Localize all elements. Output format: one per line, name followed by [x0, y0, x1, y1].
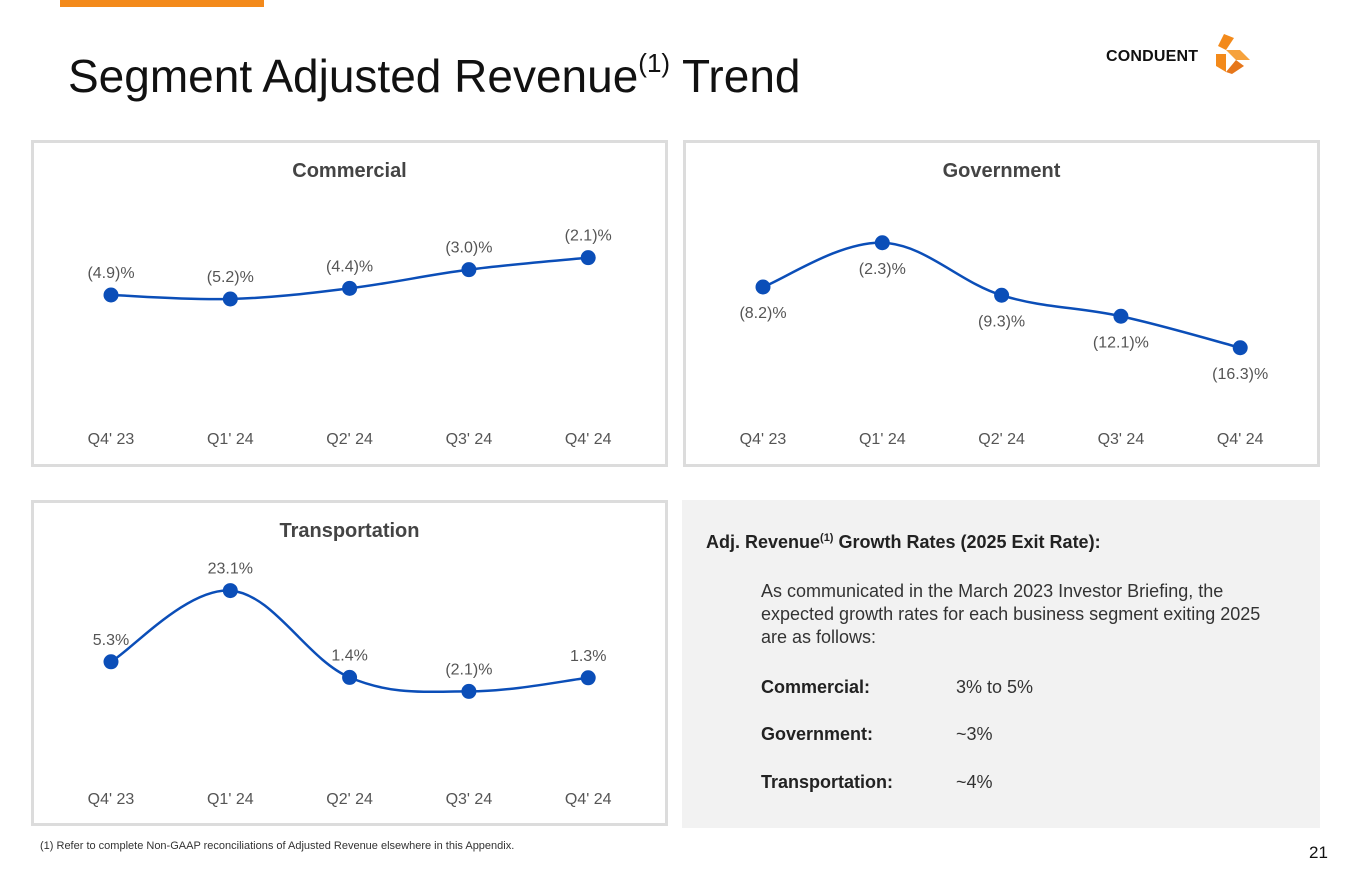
title-tail: Trend	[670, 50, 801, 102]
rate-label: Commercial:	[761, 677, 871, 697]
data-label: (3.0)%	[445, 240, 492, 257]
x-tick-label: Q2' 24	[978, 431, 1025, 448]
data-label: (9.3)%	[978, 313, 1025, 330]
government-chart-panel: Government (8.2)% Q4' 23 (2.3)% Q1' 24 (9.3)%…	[683, 140, 1320, 467]
title-main: Segment Adjusted Revenue	[68, 50, 639, 102]
page-title: Segment Adjusted Revenue(1) Trend	[68, 48, 801, 103]
logo-wordmark: CONDUENT	[1106, 48, 1199, 65]
data-point	[874, 235, 890, 251]
data-label: (2.1)%	[445, 661, 492, 678]
x-tick-label: Q2' 24	[326, 791, 373, 808]
x-tick-label: Q1' 24	[207, 791, 254, 808]
footnote: (1) Refer to complete Non-GAAP reconcili…	[40, 840, 515, 852]
chart-title: Transportation	[279, 520, 419, 542]
x-tick-label: Q4' 24	[565, 431, 612, 448]
title-footnote-marker: (1)	[638, 48, 671, 78]
data-point	[342, 280, 358, 296]
growth-rates-box: Adj. Revenue(1) Growth Rates (2025 Exit …	[682, 500, 1320, 828]
data-label: (2.1)%	[565, 228, 612, 245]
accent-bar	[60, 0, 264, 7]
chart-title: Government	[943, 160, 1061, 182]
x-tick-label: Q1' 24	[859, 431, 906, 448]
data-label: (8.2)%	[739, 305, 786, 322]
data-label: (4.9)%	[87, 265, 134, 282]
growth-heading-post: Growth Rates (2025 Exit Rate):	[833, 532, 1101, 552]
x-tick-label: Q3' 24	[446, 431, 493, 448]
data-label: (16.3)%	[1212, 366, 1268, 383]
conduent-logo: CONDUENT	[1106, 34, 1256, 76]
x-tick-label: Q4' 24	[565, 791, 612, 808]
x-tick-label: Q2' 24	[326, 431, 373, 448]
data-point	[342, 669, 358, 685]
x-tick-label: Q3' 24	[1098, 431, 1145, 448]
rate-label: Transportation:	[761, 772, 894, 792]
data-label: (2.3)%	[859, 261, 906, 278]
data-point	[1232, 340, 1248, 356]
x-tick-label: Q1' 24	[207, 431, 254, 448]
data-point	[103, 287, 119, 303]
x-tick-label: Q4' 24	[1217, 431, 1264, 448]
data-point	[222, 583, 238, 599]
growth-heading-pre: Adj. Revenue	[706, 532, 821, 552]
data-label: 1.4%	[331, 647, 367, 664]
commercial-chart-panel: Commercial (4.9)% Q4' 23 (5.2)% Q1' 24 (4.4)%…	[31, 140, 668, 467]
data-label: 5.3%	[93, 632, 129, 649]
x-tick-label: Q4' 23	[88, 431, 135, 448]
rate-value: ~4%	[956, 772, 993, 792]
transportation-chart-panel: Transportation 5.3% Q4' 23 23.1% Q1' 24 1.4% Q…	[31, 500, 668, 826]
transportation-chart: Transportation 5.3% Q4' 23 23.1% Q1' 24 1.4% Q…	[88, 520, 612, 808]
data-label: (4.4)%	[326, 258, 373, 275]
growth-rates-heading: Adj. Revenue(1) Growth Rates (2025 Exit …	[706, 532, 1101, 553]
x-tick-label: Q3' 24	[446, 791, 493, 808]
rate-label: Government:	[761, 724, 874, 744]
logo-mark-icon	[1216, 34, 1250, 74]
data-point	[580, 670, 596, 686]
data-point	[755, 279, 771, 295]
data-label: (5.2)%	[207, 269, 254, 286]
government-chart: Government (8.2)% Q4' 23 (2.3)% Q1' 24 (9.3)%…	[739, 160, 1268, 448]
data-point	[994, 287, 1010, 303]
data-point	[1113, 308, 1129, 324]
commercial-chart: Commercial (4.9)% Q4' 23 (5.2)% Q1' 24 (4.4)%…	[87, 160, 612, 448]
x-tick-label: Q4' 23	[740, 431, 787, 448]
growth-heading-footnote-marker: (1)	[820, 532, 834, 544]
chart-title: Commercial	[292, 160, 407, 182]
data-point	[461, 683, 477, 699]
data-point	[103, 654, 119, 670]
data-point	[580, 250, 596, 266]
data-label: 23.1%	[208, 561, 253, 578]
rate-value: ~3%	[956, 724, 993, 744]
x-tick-label: Q4' 23	[88, 791, 135, 808]
rate-value: 3% to 5%	[956, 677, 1034, 697]
data-point	[461, 262, 477, 278]
data-label: (12.1)%	[1093, 334, 1149, 351]
growth-rates-description: As communicated in the March 2023 Invest…	[761, 581, 1261, 647]
data-point	[222, 291, 238, 307]
data-label: 1.3%	[570, 648, 606, 665]
page-number: 21	[1309, 843, 1328, 862]
